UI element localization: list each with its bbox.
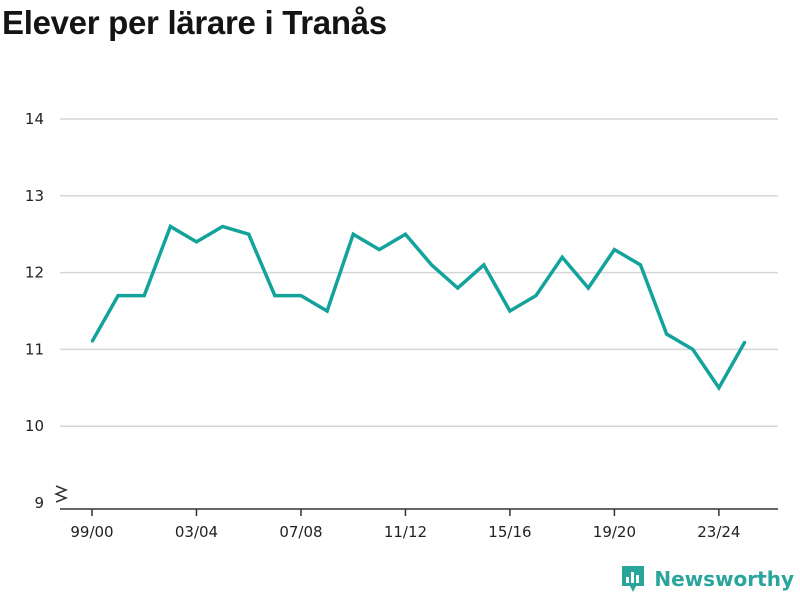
- data-point: [665, 333, 668, 336]
- x-tick-label: 07/08: [279, 523, 322, 541]
- data-point: [456, 286, 459, 289]
- y-axis-break-icon: [53, 485, 69, 503]
- data-point: [247, 233, 250, 236]
- data-point: [508, 310, 511, 312]
- y-tick-label: 11: [25, 340, 44, 358]
- newsworthy-logo-icon: [622, 566, 645, 592]
- data-point: [535, 294, 538, 297]
- data-point: [744, 340, 746, 343]
- brand-name: Newsworthy: [654, 567, 794, 591]
- data-point: [717, 386, 720, 389]
- y-tick-label: 14: [25, 110, 44, 128]
- data-point: [639, 263, 642, 266]
- data-point: [273, 294, 276, 297]
- data-point: [561, 256, 564, 259]
- data-point: [587, 286, 590, 289]
- y-axis-ticks: 9 10 11 12 13 14: [25, 110, 44, 512]
- y-tick-label: 13: [25, 187, 44, 205]
- x-tick-label: 03/04: [175, 523, 218, 541]
- chart-title: Elever per lärare i Tranås: [2, 4, 387, 41]
- data-point: [482, 263, 485, 266]
- x-tick-label: 23/24: [697, 523, 740, 541]
- data-point: [326, 310, 329, 312]
- y-tick-label: 10: [25, 417, 44, 435]
- y-gridlines: [60, 118, 778, 427]
- data-point: [299, 294, 302, 297]
- data-point: [404, 233, 407, 236]
- data-point: [169, 225, 172, 228]
- x-tick-label: 99/00: [70, 523, 113, 541]
- data-point: [143, 294, 146, 297]
- x-tick-label: 19/20: [593, 523, 636, 541]
- brand-logo: Newsworthy: [620, 564, 794, 594]
- y-tick-label: 9: [34, 494, 44, 512]
- data-point: [613, 248, 616, 251]
- data-point: [91, 340, 93, 343]
- series-group: [90, 223, 747, 392]
- x-axis: [53, 485, 778, 510]
- data-point: [430, 263, 433, 266]
- x-axis-ticks: 99/00 03/04 07/08 11/12 15/16 19/20 23/24: [70, 509, 740, 541]
- y-tick-label: 12: [25, 264, 44, 282]
- data-point: [378, 248, 381, 251]
- data-point: [691, 348, 694, 351]
- data-point: [195, 240, 198, 243]
- data-point: [117, 294, 120, 297]
- data-point: [221, 225, 224, 228]
- x-tick-label: 15/16: [488, 523, 531, 541]
- data-point: [352, 233, 355, 236]
- series-line: [90, 223, 747, 392]
- x-tick-label: 11/12: [384, 523, 427, 541]
